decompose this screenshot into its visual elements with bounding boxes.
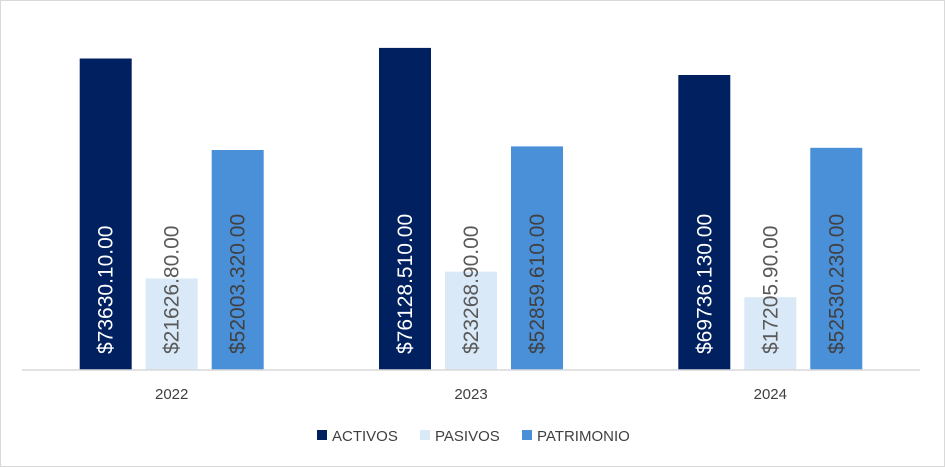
bar-patrimonio-2024 [810, 147, 863, 370]
legend-label-patrimonio: PATRIMONIO [537, 428, 630, 445]
data-label-activos-2024: $69736.130.00 [693, 214, 716, 354]
data-label-pasivos-2023: $23268.90.00 [460, 226, 483, 354]
data-label-pasivos-2022: $21626.80.00 [161, 226, 184, 354]
legend: ACTIVOS PASIVOS PATRIMONIO [317, 428, 630, 445]
bars-group [79, 47, 863, 371]
bar-pasivos-2022 [145, 278, 198, 370]
x-tick-label-2023: 2023 [454, 386, 487, 403]
data-label-patrimonio-2023: $52859.610.00 [526, 214, 549, 354]
x-tick-label-2022: 2022 [155, 386, 188, 403]
legend-label-pasivos: PASIVOS [435, 428, 500, 445]
bar-patrimonio-2022 [211, 150, 264, 370]
legend-swatch-activos [317, 430, 327, 440]
bar-patrimonio-2023 [511, 146, 563, 370]
data-label-pasivos-2024: $17205.90.00 [759, 226, 782, 354]
bar-pasivos-2024 [744, 297, 797, 370]
legend-swatch-patrimonio [522, 430, 532, 440]
data-labels-group: $73630.10.00 $21626.80.00 $52003.320.00 $76… [95, 214, 849, 354]
bar-activos-2022 [79, 58, 132, 370]
legend-swatch-pasivos [420, 430, 430, 440]
data-label-patrimonio-2024: $52530.230.00 [825, 214, 848, 354]
bar-activos-2024 [678, 75, 731, 370]
legend-label-activos: ACTIVOS [332, 428, 398, 445]
x-tick-labels-group: 2022 2023 2024 [155, 386, 787, 403]
bar-pasivos-2023 [445, 271, 497, 370]
bar-activos-2023 [379, 47, 431, 371]
data-label-activos-2023: $76128.510.00 [394, 214, 417, 354]
data-label-patrimonio-2022: $52003.320.00 [227, 214, 250, 354]
x-tick-label-2024: 2024 [754, 386, 787, 403]
data-label-activos-2022: $73630.10.00 [95, 226, 118, 354]
